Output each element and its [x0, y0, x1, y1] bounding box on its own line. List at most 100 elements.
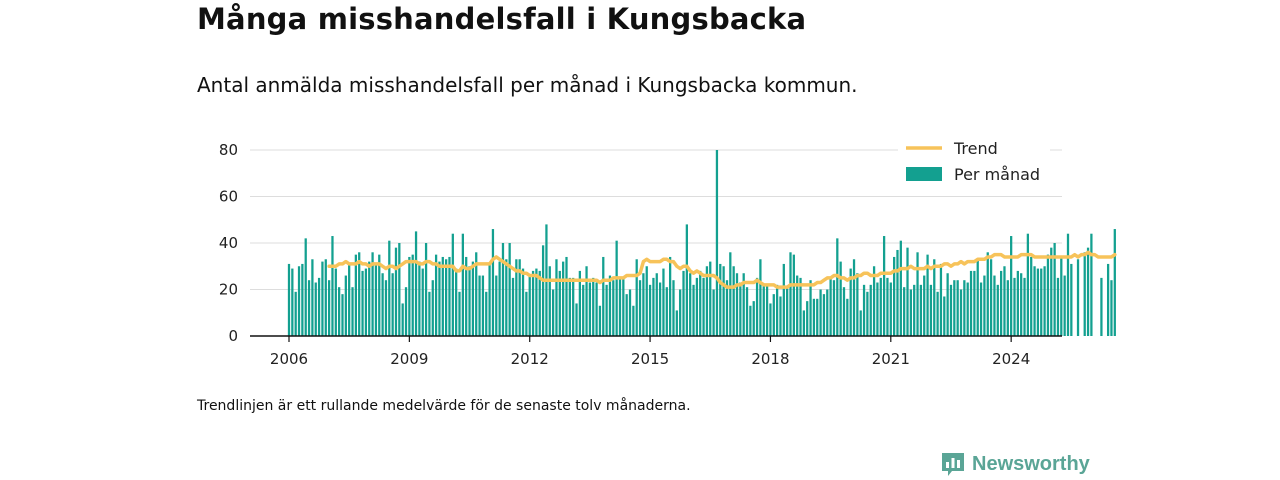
bar: [334, 268, 337, 336]
bar: [1026, 233, 1030, 336]
bar: [445, 259, 448, 336]
bar: [799, 277, 802, 337]
bars-series: [287, 150, 1116, 337]
bar: [933, 259, 936, 336]
bar: [842, 287, 846, 336]
bar: [421, 268, 424, 336]
bar: [438, 261, 441, 336]
bar: [404, 287, 408, 336]
bar: [321, 261, 324, 336]
bar: [521, 268, 525, 336]
bar: [772, 294, 775, 336]
bar: [792, 254, 795, 337]
bar: [963, 280, 966, 336]
bar: [943, 296, 946, 336]
x-tick-label: 2015: [631, 350, 669, 368]
bar: [1013, 277, 1016, 337]
bar: [344, 275, 347, 336]
bar: [548, 266, 551, 336]
bar: [608, 275, 612, 336]
bar: [996, 284, 999, 336]
bar: [408, 256, 411, 336]
bar: [558, 270, 561, 336]
bar: [829, 277, 832, 337]
bar: [725, 280, 729, 336]
bar: [896, 249, 899, 336]
bar: [468, 266, 471, 336]
bar: [431, 280, 434, 336]
y-tick-labels: 0 20 40 60 80: [219, 141, 238, 345]
bar: [434, 254, 438, 337]
bar: [839, 261, 842, 336]
bar: [879, 277, 882, 337]
bar: [632, 305, 635, 336]
bar: [488, 263, 491, 336]
bar: [882, 236, 886, 336]
bar: [705, 266, 709, 336]
bar: [822, 294, 826, 336]
bar: [949, 284, 953, 336]
bar: [525, 291, 528, 336]
bar: [565, 256, 568, 336]
bar: [568, 277, 571, 337]
bar: [809, 280, 812, 336]
legend: Trend Per månad: [898, 136, 1050, 188]
bar: [849, 268, 852, 336]
bar: [324, 259, 327, 336]
bar: [1060, 256, 1063, 336]
bar: [802, 310, 806, 336]
bar: [702, 277, 705, 337]
bar: [605, 284, 608, 336]
bar: [618, 277, 622, 337]
bar: [615, 240, 618, 336]
bar: [595, 282, 598, 336]
bar: [1106, 263, 1110, 336]
bar: [1076, 259, 1080, 336]
bar: [505, 259, 508, 336]
bar: [826, 289, 829, 336]
bar: [398, 243, 401, 336]
bar: [531, 270, 535, 336]
bar: [578, 270, 581, 336]
legend-trend-label: Trend: [953, 139, 998, 158]
bar: [465, 256, 468, 336]
bar: [598, 305, 602, 336]
bar: [939, 263, 943, 336]
bar: [1083, 252, 1086, 336]
bar: [294, 291, 297, 336]
bar: [508, 243, 511, 336]
bar: [1036, 268, 1040, 336]
bar: [1053, 243, 1056, 336]
bar: [675, 310, 678, 336]
bar: [662, 268, 665, 336]
bar: [926, 254, 929, 337]
bar: [368, 261, 371, 336]
bar: [903, 287, 906, 336]
x-tick-label: 2012: [511, 350, 549, 368]
bar: [735, 273, 739, 336]
bar: [715, 150, 719, 336]
bar: [762, 284, 765, 336]
bar: [655, 273, 658, 336]
x-tick-label: 2024: [992, 350, 1030, 368]
bar: [929, 284, 933, 336]
bar: [1050, 247, 1053, 336]
bar: [585, 266, 588, 336]
bar: [625, 294, 628, 336]
bar: [348, 263, 351, 336]
bar: [782, 263, 785, 336]
x-tick-label: 2009: [390, 350, 428, 368]
bar: [1006, 280, 1009, 336]
bar: [719, 263, 722, 336]
bar: [876, 282, 879, 336]
bar: [712, 289, 715, 336]
chart-footnote: Trendlinjen är ett rullande medelvärde f…: [197, 398, 691, 414]
bar: [913, 284, 916, 336]
bar: [866, 291, 869, 336]
bar: [287, 263, 291, 336]
bar: [658, 282, 662, 336]
bar: [699, 270, 702, 336]
bar: [959, 289, 963, 336]
bar: [769, 303, 772, 336]
